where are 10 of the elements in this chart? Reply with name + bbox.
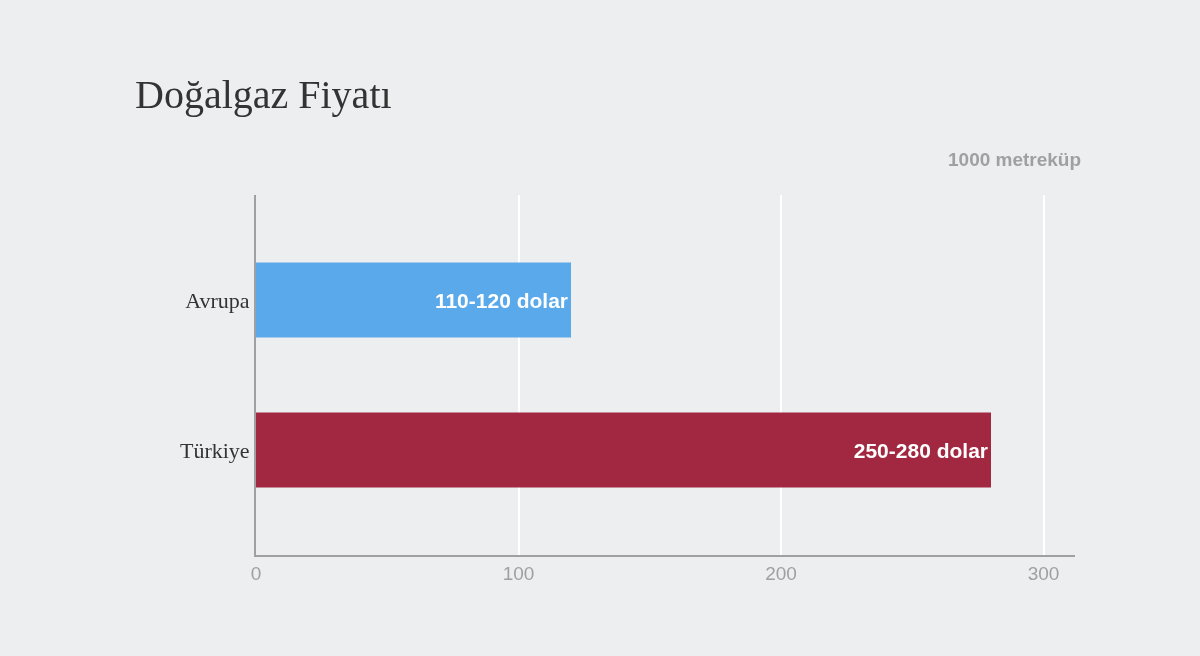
y-tick-label: Türkiye xyxy=(179,437,250,463)
y-tick-label: Avrupa xyxy=(185,287,250,313)
data-label: 250-280 dolar xyxy=(853,438,988,462)
x-tick-label: 300 xyxy=(1027,562,1060,584)
x-tick-label: 200 xyxy=(765,562,797,584)
data-label: 110-120 dolar xyxy=(434,288,568,312)
x-tick-label: 0 xyxy=(250,562,262,584)
chart-title: Doğalgaz Fiyatı xyxy=(135,72,392,117)
text: 1000 metreküp xyxy=(948,149,1082,170)
x-tick-label: 100 xyxy=(502,562,535,584)
